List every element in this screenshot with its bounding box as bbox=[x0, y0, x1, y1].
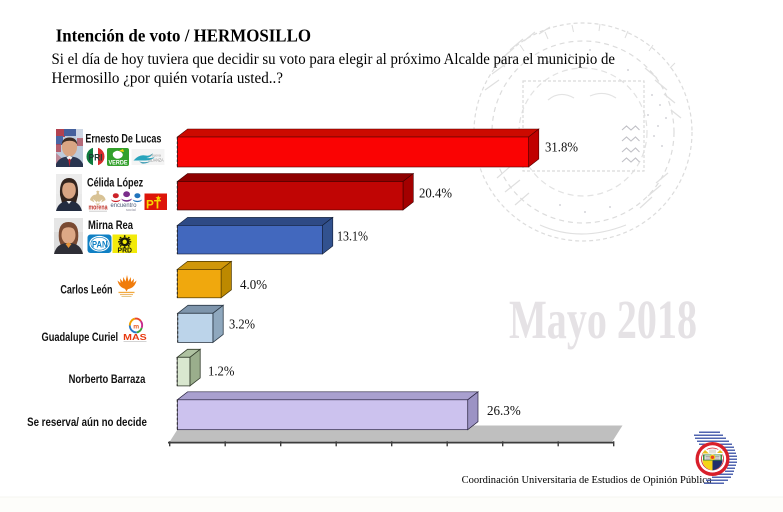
svg-text:31.8%: 31.8% bbox=[545, 139, 578, 154]
svg-text:social: social bbox=[126, 208, 136, 212]
svg-text:PRI: PRI bbox=[89, 153, 103, 163]
svg-text:MAS: MAS bbox=[123, 332, 147, 342]
svg-text:13.1%: 13.1% bbox=[337, 229, 368, 244]
svg-text:encuentro: encuentro bbox=[111, 203, 138, 209]
svg-text:Mirna Rea: Mirna Rea bbox=[88, 218, 133, 232]
svg-text:Norberto Barraza: Norberto Barraza bbox=[69, 372, 146, 386]
svg-text:Ernesto De Lucas: Ernesto De Lucas bbox=[85, 131, 161, 145]
svg-text:PT: PT bbox=[146, 200, 161, 212]
svg-text:Guadalupe Curiel: Guadalupe Curiel bbox=[42, 330, 119, 344]
svg-text:3.2%: 3.2% bbox=[229, 317, 255, 332]
svg-text:Carlos León: Carlos León bbox=[60, 283, 112, 297]
svg-text:Si el día de hoy tuviera que d: Si el día de hoy tuviera que decidir su … bbox=[52, 51, 616, 68]
svg-text:4.0%: 4.0% bbox=[240, 277, 267, 292]
svg-text:20.4%: 20.4% bbox=[419, 186, 452, 201]
svg-text:26.3%: 26.3% bbox=[487, 403, 521, 418]
svg-text:Se reserva/ aún no decide: Se reserva/ aún no decide bbox=[27, 415, 147, 429]
svg-text:PAN: PAN bbox=[92, 239, 108, 249]
svg-text:1.2%: 1.2% bbox=[208, 364, 235, 379]
svg-text:Coordinación Universitaria de: Coordinación Universitaria de Estudios d… bbox=[462, 475, 713, 486]
svg-text:m: m bbox=[133, 323, 139, 330]
svg-text:Intención de voto / HERMOSILLO: Intención de voto / HERMOSILLO bbox=[56, 26, 311, 46]
svg-text:ALIANZA: ALIANZA bbox=[149, 158, 164, 163]
svg-text:VERDE: VERDE bbox=[109, 160, 128, 167]
svg-text:Célida López: Célida López bbox=[87, 175, 143, 189]
svg-text:Nueva: Nueva bbox=[151, 154, 161, 158]
svg-text:morena: morena bbox=[89, 203, 109, 212]
svg-text:PRD: PRD bbox=[118, 246, 133, 255]
svg-text:Mayo 2018: Mayo 2018 bbox=[509, 289, 697, 350]
svg-text:Hermosillo ¿por quién votaría: Hermosillo ¿por quién votaría usted..? bbox=[52, 70, 284, 87]
